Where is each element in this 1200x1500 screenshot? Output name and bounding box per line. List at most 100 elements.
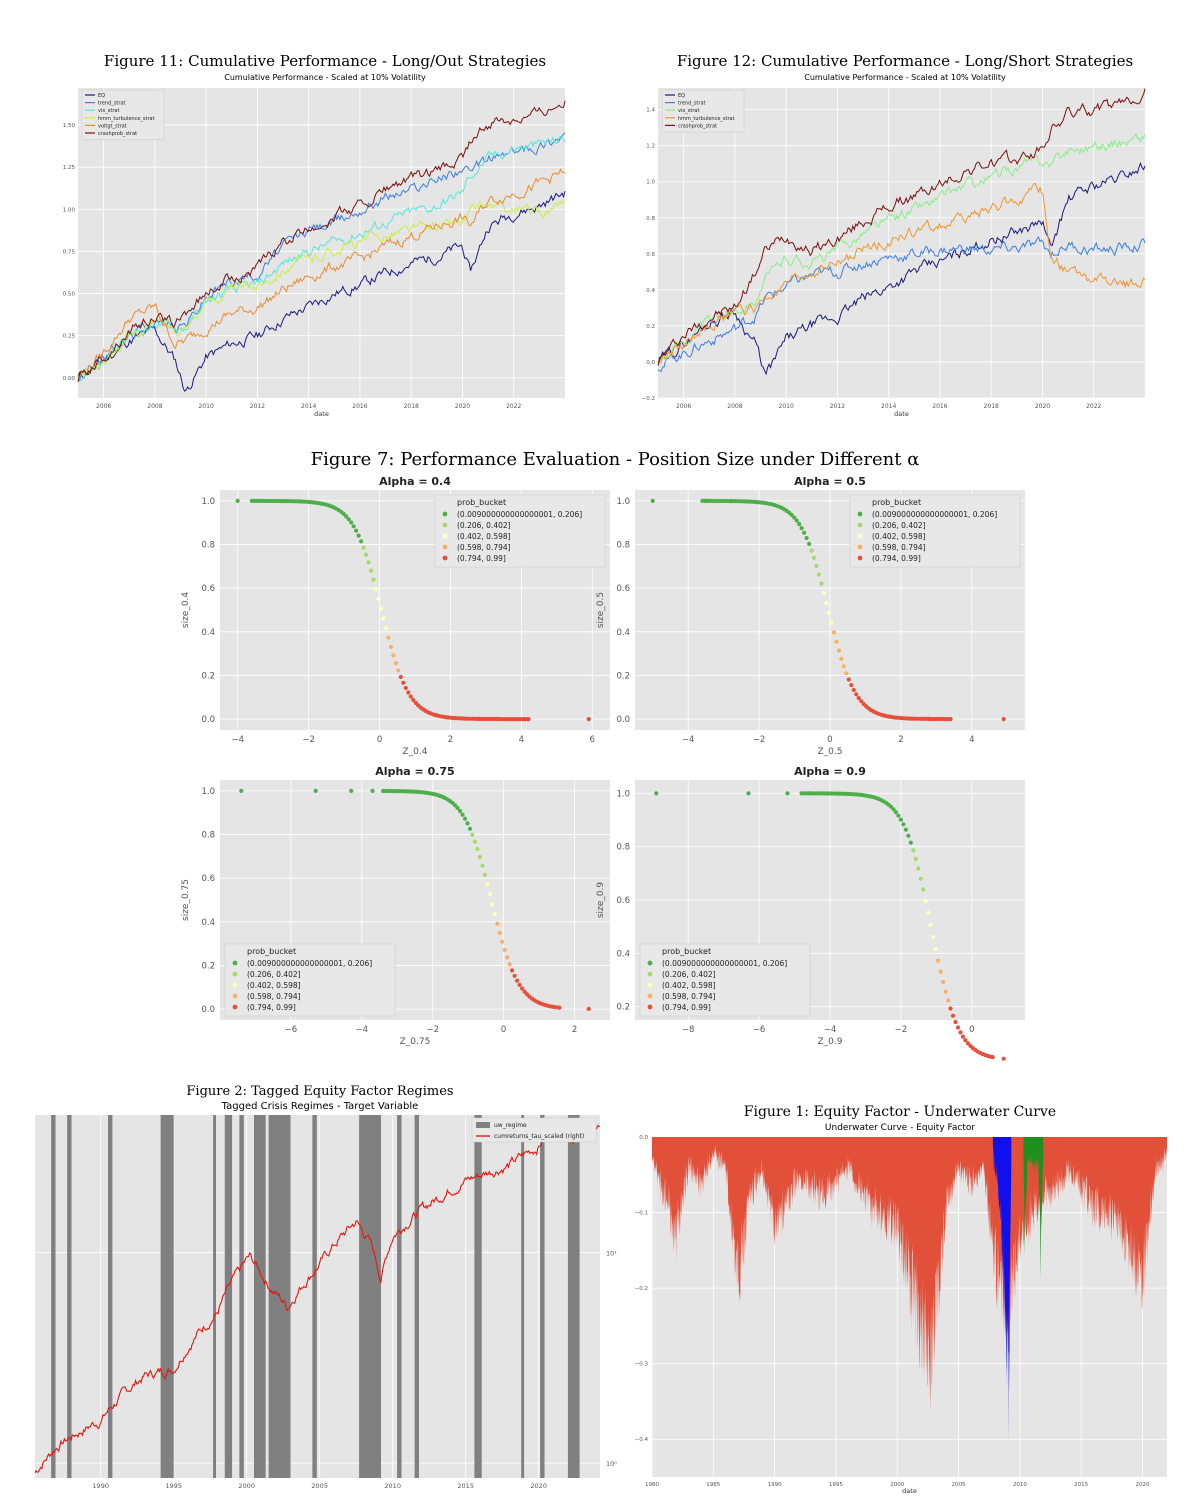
fig7-panel-4-point — [928, 922, 933, 927]
fig7-panel-2-point — [834, 639, 839, 644]
fig11-legend-entry: trend_strat — [98, 101, 126, 107]
fig11-series-crashprob-strat — [77, 100, 566, 382]
fig7-panel-1-point — [406, 690, 411, 695]
fig7-panel-3-y-tick-label: 1.0 — [201, 787, 215, 797]
fig11-x-tick-label: 2012 — [250, 403, 265, 410]
fig7-panel-4-x-tick-label: −2 — [895, 1025, 908, 1035]
fig7-panel-2-point — [844, 671, 849, 676]
fig7-panel-3-legend-entry: (0.009000000000000001, 0.206] — [247, 959, 372, 968]
figure-11-chart: 2006 2008 2010 2012 2014 2016 2018 2020 2022 0.00… — [63, 88, 566, 418]
fig11-legend-box — [81, 89, 165, 140]
fig7-panel-4-point — [896, 813, 901, 818]
fig7-panel-3-x-tick-label: −2 — [426, 1025, 439, 1035]
fig12-y-tick-label: 0.6 — [646, 252, 655, 258]
figure-1-chart-title: Underwater Curve - Equity Factor — [824, 1123, 976, 1133]
fig12-y-tick-label: 0.0 — [646, 360, 655, 366]
fig7-panel-1-point — [368, 568, 374, 573]
fig7-panel-4-point — [960, 1034, 966, 1039]
fig7-panel-4-point — [901, 822, 906, 827]
fig7-panel-3-point — [313, 788, 318, 793]
fig2-regime-band — [254, 1115, 266, 1478]
fig7-panel-1-y-tick-label: 0.0 — [201, 715, 215, 725]
fig1-y-tick-label: 0.0 — [639, 1135, 648, 1141]
fig7-panel-3-legend-marker — [232, 971, 238, 977]
fig7-panel-1-point — [278, 498, 283, 504]
fig7-panel-4-x-tick-label: −8 — [682, 1025, 695, 1035]
fig2-regime-band — [474, 1115, 482, 1478]
fig7-panel-4-legend-entry: (0.402, 0.598] — [662, 981, 716, 990]
fig11-x-tick-label: 2006 — [96, 403, 111, 410]
fig7-panel-4-point — [963, 1038, 968, 1043]
fig7-panel-4-legend-entry: (0.794, 0.99] — [662, 1003, 711, 1012]
fig7-panel-4-point — [918, 876, 923, 881]
fig11-x-tick-label: 2010 — [199, 403, 214, 410]
fig12-x-tick-label: 2018 — [984, 403, 999, 410]
fig7-panel-3-legend-entry: (0.794, 0.99] — [247, 1003, 296, 1012]
figure-1: Figure 1: Equity Factor - Underwater Cur… — [630, 1100, 1190, 1500]
fig7-panel-1-point — [361, 545, 366, 550]
fig12-legend-entry: trend_strat — [678, 101, 706, 107]
fig7-panel-4-legend-entry: (0.598, 0.794] — [662, 992, 716, 1001]
fig7-panel-3-point — [487, 892, 492, 897]
fig7-panel-4-y-tick-label: 0.4 — [616, 949, 630, 959]
figure-7-caption: Figure 7: Performance Evaluation - Posit… — [310, 449, 920, 470]
figure-2-chart-title: Tagged Crisis Regimes - Target Variable — [221, 1101, 419, 1112]
fig7-panel-3-point — [467, 826, 473, 831]
fig7-panel-2-y-axis-label: size_0.5 — [596, 592, 606, 628]
fig7-panel-2-point — [807, 541, 812, 546]
fig7-panel-4-y-tick-label: 0.6 — [616, 896, 630, 906]
fig11-y-tick-label: 1.50 — [63, 123, 76, 129]
fig1-y-tick-label: −0.3 — [635, 1362, 649, 1368]
fig7-panel-1-point — [411, 697, 416, 702]
fig7-panel-3-point — [522, 989, 527, 994]
fig7-panel-3-legend: prob_bucket (0.009000000000000001, 0.206]… — [224, 943, 396, 1017]
fig12-x-tick-label: 2008 — [727, 403, 742, 410]
fig7-panel-2-legend-entry: (0.402, 0.598] — [872, 532, 926, 541]
fig7-panel-4-point — [943, 989, 948, 994]
fig11-x-tick-label: 2022 — [506, 403, 521, 410]
fig11-x-tick-label: 2016 — [352, 403, 367, 410]
fig7-panel-3-legend-title: prob_bucket — [247, 947, 296, 956]
fig11-y-tick-label: 0.50 — [63, 292, 76, 298]
fig7-panel-4-x-tick-label: 0 — [969, 1025, 974, 1035]
fig7-panel-2-point — [792, 515, 797, 520]
fig7-panel-4-legend-marker — [647, 982, 653, 988]
fig1-x-tick-label: 1980 — [645, 1482, 659, 1488]
fig7-panel-3-point — [472, 839, 477, 844]
fig7-panel-2-y-tick-label: 1.0 — [616, 497, 630, 507]
fig1-drawdown-area — [652, 1137, 1167, 1414]
fig7-panel-2-y-tick-label: 0.2 — [616, 671, 630, 681]
fig7-panel-1-y-tick-label: 0.6 — [201, 584, 215, 594]
fig7-panel-2-legend-marker — [857, 555, 863, 561]
fig12-legend-entry: EQ — [678, 93, 685, 99]
fig2-regime-band — [239, 1115, 244, 1478]
fig7-panel-4-legend-title: prob_bucket — [662, 947, 711, 956]
fig12-legend-entry: crashprob_strat — [678, 123, 717, 129]
fig7-panel-4-y-tick-label: 1.0 — [616, 789, 630, 799]
fig7-panel-4-point — [941, 979, 946, 985]
fig7-panel-1-point — [359, 539, 364, 544]
fig11-x-tick-label: 2008 — [147, 403, 162, 410]
fig7-panel-3-point — [460, 812, 465, 817]
fig7-panel-3-point — [482, 872, 487, 877]
fig7-panel-3-point — [465, 821, 470, 826]
fig1-x-tick-label: 2015 — [1074, 1482, 1088, 1488]
fig7-panel-3-point — [500, 939, 505, 944]
fig7-panel-1-point — [344, 514, 349, 519]
fig7-panel-3-point — [462, 816, 468, 821]
fig7-panel-2-y-tick-label: 0.8 — [616, 541, 630, 551]
fig7-panel-1-point — [386, 635, 391, 640]
fig7-panel-1-point — [391, 653, 396, 658]
fig12-y-tick-label: 0.2 — [646, 324, 655, 330]
fig7-panel-2-legend-entry: (0.794, 0.99] — [872, 554, 921, 563]
fig12-y-tick-label: 0.4 — [646, 288, 655, 294]
fig2-regime-band — [312, 1115, 317, 1478]
fig7-panel-4-title: Alpha = 0.9 — [794, 765, 866, 778]
fig7-panel-3-x-tick-label: −6 — [285, 1025, 298, 1035]
fig7-panel-1-point — [403, 685, 408, 691]
fig11-legend-entry: EQ — [98, 93, 105, 99]
fig7-panel-1-point — [476, 716, 481, 721]
fig7-panel-3-point — [349, 788, 354, 793]
fig7-panel-4-point — [923, 898, 928, 904]
fig7-panel-4-point — [946, 998, 951, 1003]
